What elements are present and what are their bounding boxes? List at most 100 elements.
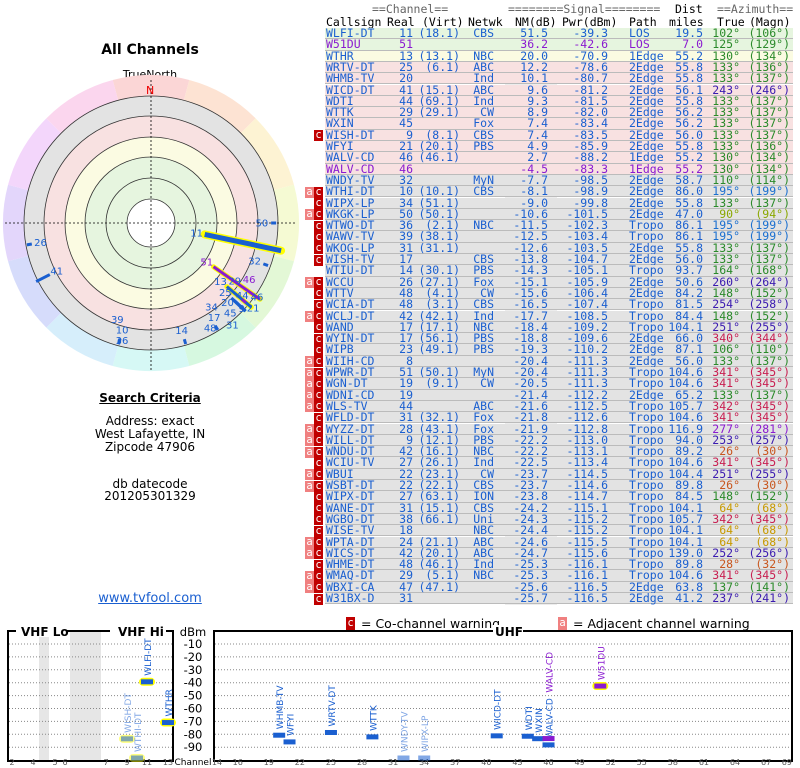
co-channel-flag: c [314,355,323,368]
cell-callsign: WAND [326,319,354,334]
table-row[interactable]: WGBO-DT 38 (66.1) Uni -24.3 -115.2 Tropo 105.7 3… [325,511,793,526]
table-row[interactable]: WCLJ-DT 42 (42.1) Ind -17.7 -108.5 Tropo 84.4 14… [325,310,793,322]
cell-dist: 84.2 [675,285,703,300]
table-row[interactable]: WPWR-DT 51 (50.1) MyN -20.4 -111.3 Tropo 104.6 3… [325,365,793,379]
table-row[interactable]: WISE-TV 18 NBC -24.4 -115.2 Tropo 104.1 64° (68°… [325,524,793,537]
cell-callsign: WPWR-DT [326,365,375,379]
cell-true: 110° [712,172,740,187]
station-callsign-label: W51DU [597,646,607,680]
table-row[interactable]: WILL-DT 9 (12.1) PBS -22.2 -113.0 Tropo 94.0 253… [325,432,793,447]
table-row[interactable]: WANE-DT 31 (15.1) CBS -24.2 -115.1 Tropo 104.1 6… [325,500,793,515]
cell-magn: (68°) [755,500,790,515]
table-row[interactable]: WIIH-CD 8 -20.4 -111.3 2Edge 56.0 133° (137°) [325,353,793,368]
cell-nm: -15.1 [513,274,548,289]
station-signal-bar [238,304,244,310]
cell-pwr: -78.6 [573,59,608,74]
cell-pwr: -105.1 [566,263,608,278]
table-row[interactable]: WHMB-TV 20 Ind 10.1 -80.7 2Edge 55.8 133° (137°) [325,72,793,85]
table-row[interactable]: WAWV-TV 39 (38.1) -12.5 -103.4 Tropo 86.1 195° (… [325,230,793,243]
cell-path: Tropo [629,376,664,391]
cell-netwk: CBS [473,252,494,266]
table-row[interactable]: WGN-DT 19 (9.1) CW -20.5 -111.3 Tropo 104.6 341°… [325,376,793,391]
station-channel-label: 26 [34,238,47,249]
cell-path: Tropo [629,365,664,379]
co-channel-flag: c [314,389,323,402]
table-row[interactable]: WLS-TV 44 ABC -21.6 -112.5 Tropo 105.7 342° (345… [325,400,793,413]
table-row[interactable]: WTWO-DT 36 (2.1) NBC -11.5 -102.3 Tropo 86.1 195… [325,219,793,232]
table-row[interactable]: WFYI 21 (20.1) PBS 4.9 -85.9 2Edge 55.8 133° (136… [325,140,793,153]
table-row[interactable]: WTIU-DT 14 (30.1) PBS -14.3 -105.1 Tropo 93.7 16… [325,263,793,278]
cell-dist: 116.9 [668,421,703,436]
cell-callsign: WNDY-TV [326,172,375,187]
table-row[interactable]: WISH-DT 9 (8.1) CBS 7.4 -83.5 2Edge 56.0 133° (13… [325,127,793,142]
adjacent-channel-flag: a [305,536,314,548]
table-row[interactable]: W31BX-D 31 -25.7 -116.5 2Edge 41.2 237° (241°) [325,592,793,605]
channel-tick-label: 55 [637,758,647,767]
table-row[interactable]: WAND 17 (17.1) NBC -18.4 -109.2 Tropo 104.1 251°… [325,319,793,334]
tvfool-link[interactable]: www.tvfool.com [98,591,202,606]
table-row[interactable]: WYZZ-DT 28 (43.1) Fox -21.9 -112.8 Tropo 116.9 2… [325,421,793,436]
cell-true: 133° [712,93,740,108]
table-row[interactable]: WDNI-CD 19 -21.4 -112.2 2Edge 65.2 133° (137°) [325,389,793,401]
cell-real: 14 [399,263,413,278]
cell-path: 1Edge [629,48,664,63]
table-row[interactable]: WICS-DT 42 (20.1) ABC -24.7 -115.6 Tropo 139.0 2… [325,547,793,560]
table-row[interactable]: WTHR 13 (13.1) NBC 20.0 -70.9 1Edge 55.2 130° (13… [325,48,793,63]
cell-nm: -4.5 [520,161,548,176]
table-row[interactable]: WISH-TV 17 CBS -13.8 -104.7 2Edge 56.0 133° (137… [325,252,793,266]
table-row[interactable]: WRTV-DT 25 (6.1) ABC 12.2 -78.6 2Edge 55.8 133° (… [325,59,793,74]
cell-callsign: WDTI [326,93,354,108]
cell-dist: 19.5 [675,26,703,40]
table-row[interactable]: WDTI 44 (69.1) Ind 9.3 -81.5 2Edge 55.8 133° (137… [325,93,793,108]
co-channel-flag: c [314,434,323,447]
table-row[interactable]: WCIA-DT 48 (3.1) CBS -16.5 -107.4 Tropo 81.5 254… [325,297,793,312]
station-power-bar [542,742,555,748]
table-row[interactable]: WBUI 22 (23.1) CW -23.7 -114.5 Tropo 104.4 251° (… [325,468,793,480]
cell-virt: (13.1) [418,48,460,63]
table-row[interactable]: WPTA-DT 24 (21.1) ABC -24.6 -115.5 Tropo 104.1 6… [325,536,793,548]
table-row[interactable]: WSBT-DT 22 (22.1) CBS -23.7 -114.6 Tropo 89.8 26… [325,479,793,492]
table-row[interactable]: WTTV 48 (4.1) CW -15.6 -106.4 2Edge 84.2 148° (15… [325,285,793,300]
table-row[interactable]: WNDU-DT 42 (16.1) NBC -22.2 -113.1 Tropo 89.2 26… [325,445,793,458]
table-row[interactable]: WNDY-TV 32 MyN -7.7 -98.5 2Edge 58.7 110° (114°) [325,172,793,187]
table-row[interactable]: WXIN 45 Fox 7.4 -83.4 2Edge 56.2 133° (137°) [325,117,793,130]
table-row[interactable]: WCCU 26 (27.1) Fox -15.1 -105.9 2Edge 50.6 260° (… [325,274,793,289]
table-row[interactable]: WTHI-DT 10 (10.1) CBS -8.1 -98.9 2Edge 86.0 195°… [325,185,793,198]
vhf-lo-label: VHF Lo [21,625,69,639]
table-row[interactable]: WICD-DT 41 (15.1) ABC 9.6 -81.2 2Edge 56.1 243° (… [325,84,793,96]
table-row[interactable]: WCIU-TV 27 (26.1) Ind -22.5 -113.4 Tropo 104.6 3… [325,456,793,469]
table-row[interactable]: WALV-CD 46 -4.5 -83.3 1Edge 55.2 130° (134°) [325,161,793,176]
table-row[interactable]: WYIN-DT 17 (56.1) PBS -18.8 -109.6 2Edge 66.0 34… [325,331,793,346]
station-power-bar [283,739,296,745]
table-row[interactable]: WHME-DT 48 (46.1) Ind -25.3 -116.1 Tropo 89.8 28… [325,558,793,571]
table-row[interactable]: WFLD-DT 31 (32.1) Fox -21.8 -112.6 Tropo 104.6 3… [325,411,793,424]
cell-virt: (43.1) [418,421,460,436]
table-row[interactable]: WTTK 29 (29.1) CW 8.9 -82.0 2Edge 56.2 133° (137°… [325,106,793,119]
cell-callsign: WCCU [326,274,354,289]
table-row[interactable]: WALV-CD 46 (46.1) 2.7 -88.2 1Edge 55.2 130° (134… [325,151,793,164]
cell-magn: (257°) [748,432,790,447]
table-row[interactable]: WKOG-LP 31 (31.1) -12.6 -103.5 2Edge 55.8 133° (… [325,242,793,254]
cell-magn: (137°) [748,353,790,368]
table-row[interactable]: WLFI-DT 11 (18.1) CBS 51.5 -39.3 LOS 19.5 102° (1… [325,26,793,40]
table-row[interactable]: WMAQ-DT 29 (5.1) NBC -25.3 -116.1 Tropo 104.6 34… [325,568,793,583]
cell-path: 2Edge [629,331,664,346]
dbm-tick-label: -70 [184,714,203,728]
cell-true: 133° [712,127,740,142]
table-row[interactable]: WIPX-DT 27 (63.1) ION -23.8 -114.7 Tropo 84.5 14… [325,489,793,504]
table-row[interactable]: WBXI-CA 47 (47.1) -25.6 -116.5 2Edge 63.8 137° (… [325,581,793,593]
cell-netwk: CBS [473,26,494,40]
table-row[interactable]: WIPX-LP 34 (51.1) -9.0 -99.8 2Edge 55.8 133° (13… [325,197,793,209]
table-row[interactable]: WIPB 23 (49.1) PBS -19.3 -110.2 2Edge 87.1 106° (… [325,343,793,356]
channel-tick-label: 37 [450,758,460,767]
cell-path: 2Edge [629,93,664,108]
cell-real: 48 [399,297,413,312]
cell-magn: (152°) [748,489,790,504]
channel-tick-label: 43 [512,758,522,767]
cell-virt: (5.1) [425,568,460,583]
cell-true: 342° [712,511,740,526]
table-row[interactable]: W51DU 51 36.2 -42.6 LOS 7.0 125° (129°) [325,38,793,51]
table-row[interactable]: WKGK-LP 50 (50.1) -10.6 -101.5 2Edge 47.0 90° (9… [325,206,793,221]
cell-true: 90° [719,206,740,221]
